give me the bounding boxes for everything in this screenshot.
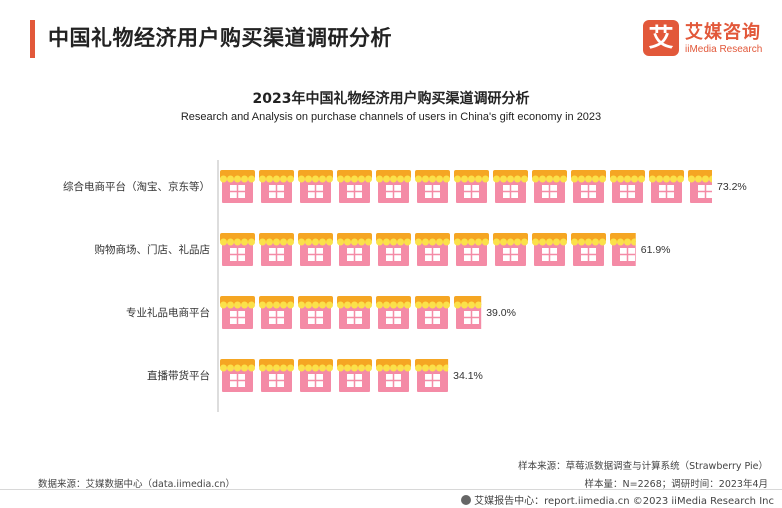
shop-icon	[415, 359, 449, 392]
shop-icon	[337, 170, 372, 203]
sample-size-note: 样本量：N=2268；调研时间：2023年4月	[584, 479, 768, 490]
category-label: 专业礼品电商平台	[126, 306, 210, 319]
pictogram-bar-chart: 综合电商平台（淘宝、京东等） 73.2% 购物商场、门店、礼品店 61.9% 专业礼品电…	[63, 160, 747, 412]
shop-icon	[532, 233, 567, 266]
shop-icon	[220, 170, 255, 203]
shop-icon	[532, 170, 567, 203]
shop-icon	[337, 359, 372, 392]
shop-icon	[259, 170, 294, 203]
shop-icon	[610, 170, 645, 203]
shop-icon	[337, 296, 372, 329]
footer: 艾媒报告中心：report.iimedia.cn ©2023 iiMedia R…	[461, 492, 774, 507]
shop-icon	[259, 233, 294, 266]
value-label: 34.1%	[453, 370, 483, 382]
chart-title: 2023年中国礼物经济用户购买渠道调研分析	[252, 91, 530, 107]
shop-icon	[376, 170, 411, 203]
header-accent-bar	[30, 20, 35, 58]
value-label: 61.9%	[641, 244, 671, 256]
shop-icon	[454, 170, 489, 203]
shop-icon	[298, 296, 333, 329]
category-label: 直播带货平台	[147, 369, 210, 382]
value-label: 73.2%	[717, 181, 747, 193]
shop-icon	[298, 233, 333, 266]
shop-icon	[493, 233, 528, 266]
shop-icon	[376, 296, 411, 329]
shop-icon	[220, 296, 255, 329]
shop-icon	[454, 296, 482, 329]
shop-icon	[337, 233, 372, 266]
footer-text: 艾媒报告中心：report.iimedia.cn ©2023 iiMedia R…	[474, 496, 774, 507]
page-title: 中国礼物经济用户购买渠道调研分析	[48, 26, 392, 50]
shop-icon	[610, 233, 636, 266]
shop-icon	[220, 359, 255, 392]
shop-icon	[571, 170, 606, 203]
shop-icon	[649, 170, 684, 203]
shop-icon	[298, 359, 333, 392]
shop-icon	[415, 233, 450, 266]
shop-icon	[376, 359, 411, 392]
shop-icon	[259, 296, 294, 329]
logo-name-en: iiMedia Research	[685, 44, 763, 55]
sample-source-note: 样本来源：草莓派数据调查与计算系统（Strawberry Pie）	[518, 461, 768, 472]
shop-icon	[415, 296, 450, 329]
shop-icon	[454, 233, 489, 266]
bar	[220, 233, 636, 266]
shop-icon	[376, 233, 411, 266]
report-center-icon	[461, 495, 472, 505]
bar	[220, 296, 482, 329]
shop-icon	[571, 233, 606, 266]
category-label: 综合电商平台（淘宝、京东等）	[63, 180, 210, 193]
bar	[220, 170, 712, 203]
chart-subtitle: Research and Analysis on purchase channe…	[180, 111, 602, 123]
footer-divider	[0, 489, 782, 490]
shop-icon	[259, 359, 294, 392]
value-label: 39.0%	[486, 307, 516, 319]
logo-mark-icon: 艾	[643, 20, 679, 56]
shop-icon	[415, 170, 450, 203]
logo-name-cn: 艾媒咨询	[685, 22, 761, 43]
shop-icon	[298, 170, 333, 203]
shop-icon	[688, 170, 712, 203]
brand-logo: 艾 艾媒咨询 iiMedia Research	[643, 20, 773, 60]
data-source-note: 数据来源：艾媒数据中心（data.iimedia.cn）	[38, 479, 236, 490]
shop-icon	[220, 233, 255, 266]
category-label: 购物商场、门店、礼品店	[95, 243, 211, 256]
shop-icon	[493, 170, 528, 203]
bar	[220, 359, 449, 392]
